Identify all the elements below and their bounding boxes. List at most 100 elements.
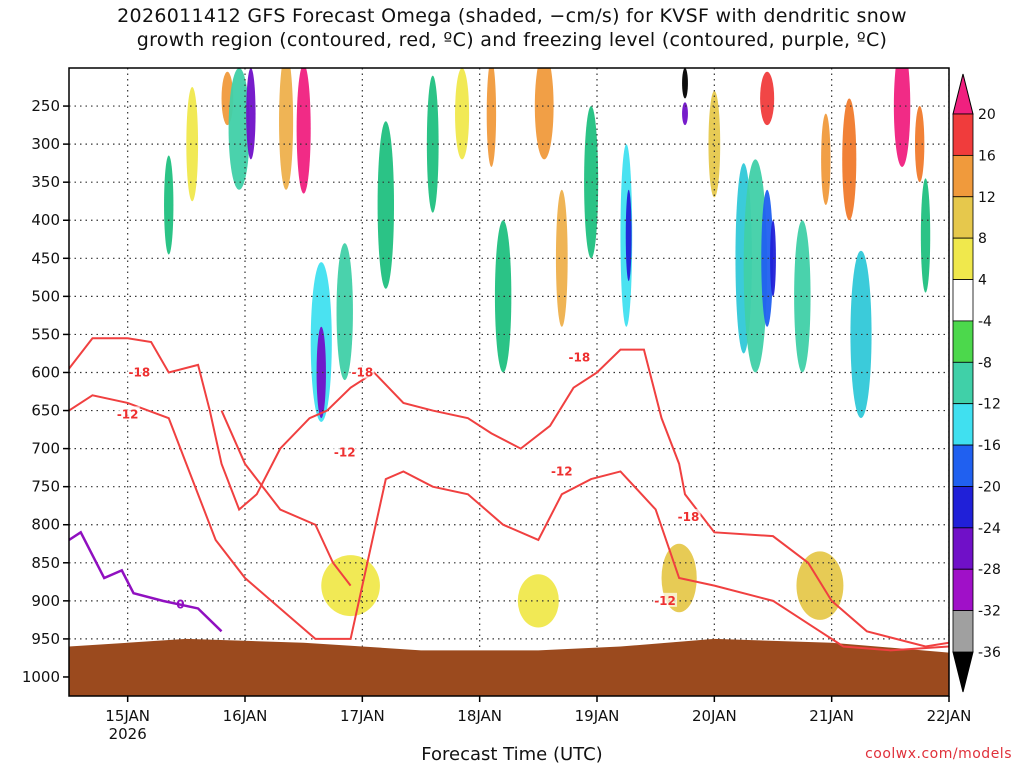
omega-cell-15 [534, 68, 554, 160]
omega-cell-30 [842, 98, 857, 221]
x-tick-label-21JAN: 21JAN [809, 707, 854, 725]
y-tick-label-400: 400 [31, 211, 60, 229]
dgz-label-4: -18 [569, 350, 591, 364]
terrain [69, 638, 949, 696]
freezing-level-label: 0 [176, 598, 184, 612]
dgz-label-bg-6 [676, 509, 701, 524]
colorbar-label-2: 12 [978, 190, 996, 206]
colorbar-label-12: -32 [978, 604, 1001, 620]
colorbar-label-7: -12 [978, 397, 1001, 413]
x-tick-label-19JAN: 19JAN [575, 707, 620, 725]
dgz-label-3: -12 [334, 445, 356, 459]
omega-cell-34 [920, 178, 931, 293]
y-tick-label-800: 800 [31, 516, 60, 534]
dgz-contour-2 [220, 410, 352, 587]
y-tick-label-900: 900 [31, 592, 60, 610]
colorbar-bin-5 [952, 320, 974, 363]
omega-cell-27 [760, 71, 775, 126]
omega-cell-14 [494, 220, 512, 373]
y-tick-label-550: 550 [31, 325, 60, 343]
dgz-label-1: -12 [117, 407, 139, 421]
omega-cell-12 [455, 68, 470, 160]
y-tick-label-1000: 1000 [22, 668, 60, 686]
x-tick-label-18JAN: 18JAN [457, 707, 502, 725]
colorbar-bin-12 [952, 610, 974, 653]
omega-cell-16 [555, 189, 568, 327]
colorbar-bin-8 [952, 444, 974, 487]
omega-cell-17 [584, 106, 599, 259]
omega-cell-22 [708, 90, 721, 198]
colorbar-bin-6 [952, 361, 974, 405]
omega-cell-4 [246, 68, 256, 160]
colorbar-label-6: -8 [978, 355, 992, 371]
colorbar-label-4: 4 [978, 273, 987, 289]
freezing-level-contour [69, 530, 223, 633]
dgz-label-0: -18 [129, 365, 151, 379]
colorbar-label-5: -4 [978, 314, 992, 330]
colorbar-bin-0 [952, 113, 974, 156]
omega-cell-21 [682, 102, 688, 126]
omega-cell-6 [296, 68, 311, 194]
x-tick-label-15JAN: 15JAN [105, 707, 150, 725]
plot-frame [68, 67, 950, 697]
omega-cell-19 [625, 189, 632, 282]
terrain-fill [69, 638, 949, 696]
contours: -18 -12 -18 -12 -18 -12 -18 -12 0 [69, 337, 949, 652]
x-axis-title: Forecast Time (UTC) [421, 744, 603, 765]
colorbar-label-3: 8 [978, 231, 987, 247]
omega-cell-24 [743, 159, 768, 373]
colorbar-bin-10 [952, 527, 974, 570]
omega-cell-28 [794, 220, 811, 373]
colorbar-bottom-arrow [952, 651, 974, 693]
y-tick-label-600: 600 [31, 363, 60, 381]
y-tick-label-650: 650 [31, 402, 60, 420]
omega-cell-1 [186, 87, 199, 202]
omega-cell-10 [377, 121, 395, 289]
dgz-label-bg-3 [332, 444, 357, 459]
colorbar-bin-11 [952, 568, 974, 612]
omega-cell-29 [821, 113, 831, 206]
dgz-label-7: -12 [654, 594, 676, 608]
omega-cell-36 [517, 574, 559, 628]
colorbar-label-8: -16 [978, 438, 1001, 454]
y-tick-label-850: 850 [31, 554, 60, 572]
colorbar-bin-9 [952, 486, 974, 529]
omega-cell-9 [336, 243, 353, 381]
y-tick-label-950: 950 [31, 630, 60, 648]
omega-cell-3 [228, 68, 250, 190]
omega-cell-13 [486, 68, 497, 167]
colorbar-label-10: -24 [978, 521, 1001, 537]
x-tick-label-16JAN: 16JAN [223, 707, 268, 725]
y-tick-label-450: 450 [31, 249, 60, 267]
dgz-label-bg-1 [115, 406, 140, 421]
y-axis: 250 300 350 400 450 500 550 600 650 700 750 800 850 9… [22, 97, 69, 686]
x-tick-sublabel-15JAN: 2026 [109, 725, 147, 743]
x-tick-label-17JAN: 17JAN [340, 707, 385, 725]
colorbar-label-0: 20 [978, 107, 996, 123]
plot-area: -18 -12 -18 -12 -18 -12 -18 -12 0 [68, 67, 950, 697]
omega-cell-25 [761, 189, 774, 327]
dgz-label-bg-0 [127, 364, 152, 379]
colorbar-bin-3 [952, 237, 974, 280]
y-tick-label-750: 750 [31, 478, 60, 496]
colorbar-bin-4 [952, 279, 974, 322]
colorbar-bin-1 [952, 154, 974, 198]
y-tick-label-250: 250 [31, 97, 60, 115]
colorbar-top-arrow [952, 73, 974, 115]
dgz-contour-1 [69, 394, 949, 652]
x-tick-label-20JAN: 20JAN [692, 707, 737, 725]
credit-link[interactable]: coolwx.com/models [865, 746, 1012, 762]
omega-cell-5 [279, 68, 294, 190]
dgz-label-bg-4 [567, 349, 592, 364]
dgz-label-6: -18 [678, 510, 700, 524]
dgz-label-2: -18 [351, 365, 373, 379]
chart-title-line-2: growth region (contoured, red, ºC) and f… [136, 29, 888, 51]
y-tick-label-700: 700 [31, 440, 60, 458]
colorbar-bin-7 [952, 403, 974, 446]
omega-cell-0 [164, 155, 174, 255]
colorbar-bin-2 [952, 196, 974, 239]
omega-cell-20 [682, 68, 688, 99]
dgz-label-bg-2 [350, 364, 375, 379]
